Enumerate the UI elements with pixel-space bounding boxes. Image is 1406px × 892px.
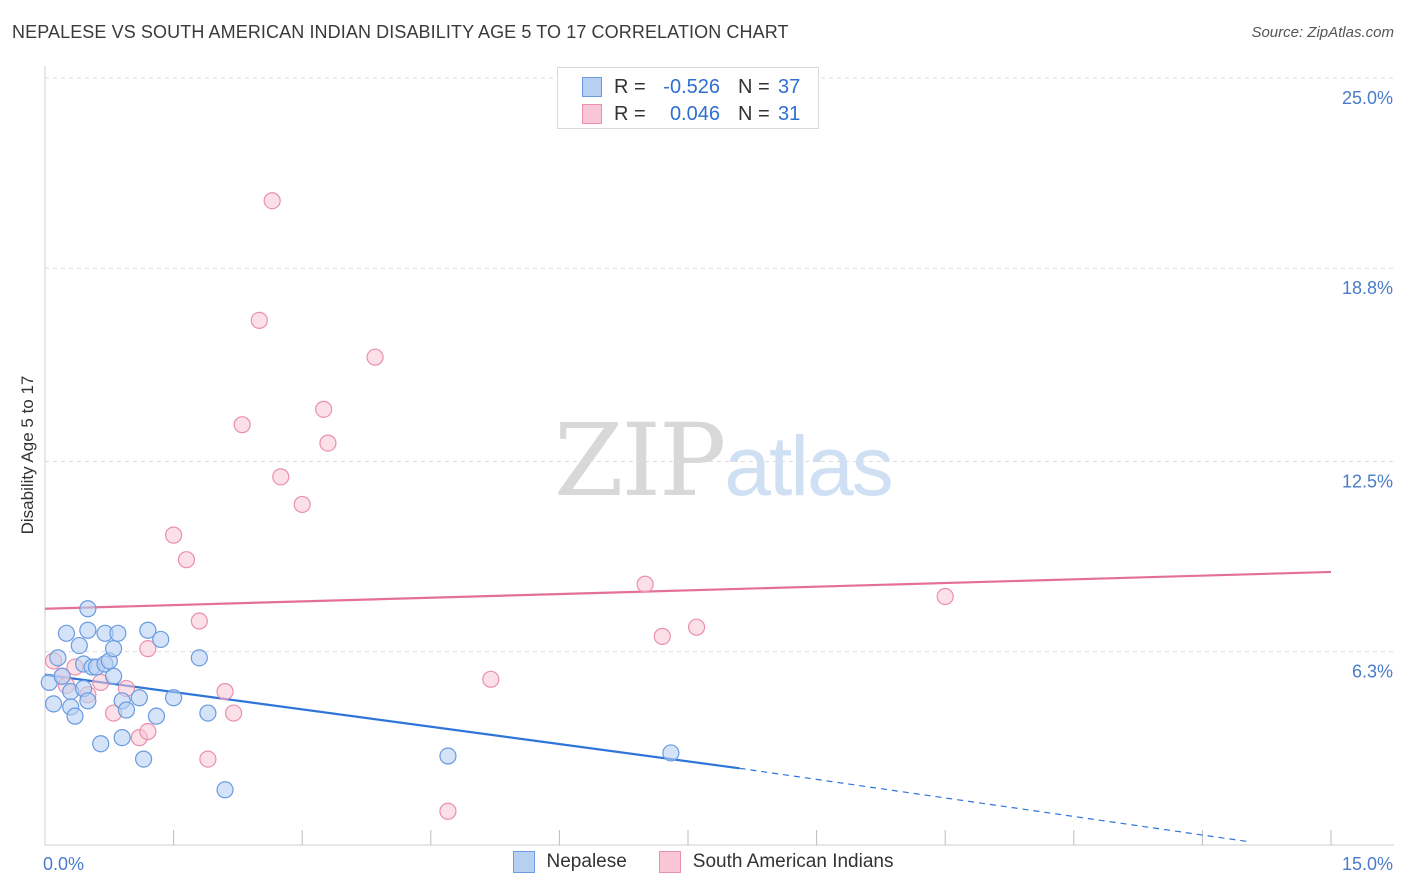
sai-point — [139, 722, 157, 741]
legend-n-value: 31 — [778, 102, 801, 125]
legend-row-sai: R = 0.046 N = 31 — [582, 101, 800, 127]
gridlines — [45, 77, 1394, 653]
nepalese-point — [104, 667, 123, 685]
sai-swatch — [582, 104, 602, 124]
sai-point — [366, 348, 384, 366]
nepalese-swatch — [512, 851, 535, 873]
sai-point — [165, 526, 183, 544]
nepalese-point — [130, 689, 148, 707]
nepalese-point — [44, 695, 63, 713]
watermark-zip: ZIP — [554, 402, 726, 519]
sai-point — [177, 551, 196, 569]
sai-point — [687, 618, 706, 636]
nepalese-point — [113, 729, 131, 747]
sai-point — [139, 640, 157, 658]
sai-point — [199, 750, 217, 768]
nepalese-point — [66, 707, 84, 725]
nepalese-point — [662, 744, 680, 762]
nepalese-point — [79, 600, 97, 618]
axes — [44, 66, 1394, 846]
x-tick-label: 0.0% — [43, 854, 84, 874]
legend-r-label: R = — [614, 102, 646, 125]
legend-r-value: 0.046 — [669, 102, 720, 125]
nepalese-point — [53, 667, 71, 685]
sai-swatch — [658, 851, 681, 873]
sai-point — [439, 802, 457, 820]
sai-point — [225, 704, 243, 722]
watermark-atlas: atlas — [724, 419, 893, 513]
sai-point — [263, 192, 281, 210]
sai-point — [233, 416, 251, 434]
nepalese-point — [190, 649, 208, 667]
legend-row-nepalese: R = -0.526 N = 37 — [582, 74, 800, 100]
nepalese-point — [152, 630, 170, 649]
sai-point — [636, 575, 654, 593]
nepalese-point — [109, 624, 127, 642]
nepalese-point — [92, 735, 110, 753]
nepalese-point — [199, 704, 217, 722]
watermark: ZIPatlas — [554, 402, 894, 519]
nepalese-point — [139, 621, 157, 639]
source-credit: Source: ZipAtlas.com — [1251, 24, 1394, 41]
data-points — [40, 192, 954, 820]
tick-labels: 6.3% 12.5% 18.8% 25.0% 0.0% 15.0% — [43, 88, 1393, 874]
nepalese-point — [79, 692, 97, 710]
trend-lines — [44, 570, 1332, 843]
legend-item-nepalese[interactable]: Nepalese — [512, 851, 627, 873]
sai-point — [936, 587, 954, 606]
nepalese-trend-line — [44, 673, 740, 770]
sai-point — [653, 627, 671, 645]
legend-item-sai[interactable]: South American Indians — [658, 851, 894, 873]
legend-n-label: N = — [738, 75, 770, 98]
sai-point — [190, 612, 208, 630]
sai-point — [293, 495, 311, 514]
x-tick-label: 15.0% — [1342, 854, 1393, 874]
nepalese-point — [165, 689, 183, 707]
sai-point — [250, 311, 268, 329]
legend-n-value: 37 — [778, 75, 801, 98]
nepalese-point — [117, 701, 136, 719]
sai-point — [272, 468, 290, 486]
chart-title: NEPALESE VS SOUTH AMERICAN INDIAN DISABI… — [12, 22, 789, 42]
nepalese-point — [57, 624, 76, 642]
nepalese-point — [104, 640, 123, 658]
y-tick-label: 6.3% — [1352, 662, 1393, 682]
nepalese-point — [216, 781, 234, 799]
legend-r-label: R = — [614, 75, 646, 98]
sai-point — [216, 682, 234, 701]
sai-trend-line — [44, 570, 1332, 610]
nepalese-point — [439, 747, 457, 765]
nepalese-point — [49, 649, 67, 667]
correlation-legend: R = -0.526 N = 37 R = 0.046 N = 31 — [557, 67, 819, 129]
nepalese-point — [147, 707, 166, 725]
sai-point — [315, 400, 333, 418]
nepalese-point — [70, 636, 88, 655]
sai-point — [319, 434, 337, 452]
sai-point — [482, 670, 500, 688]
y-tick-label: 25.0% — [1342, 88, 1393, 108]
legend-label-sai: South American Indians — [692, 851, 894, 872]
nepalese-swatch — [582, 77, 602, 97]
series-legend: Nepalese South American Indians — [0, 851, 1406, 873]
y-tick-label: 12.5% — [1342, 472, 1393, 492]
legend-label-nepalese: Nepalese — [546, 851, 627, 872]
nepalese-point — [79, 621, 97, 639]
nepalese-point — [134, 750, 153, 768]
y-tick-label: 18.8% — [1342, 278, 1393, 298]
legend-r-value: -0.526 — [663, 75, 720, 98]
nepalese-trend-extension — [739, 767, 1252, 843]
legend-n-label: N = — [738, 102, 770, 125]
